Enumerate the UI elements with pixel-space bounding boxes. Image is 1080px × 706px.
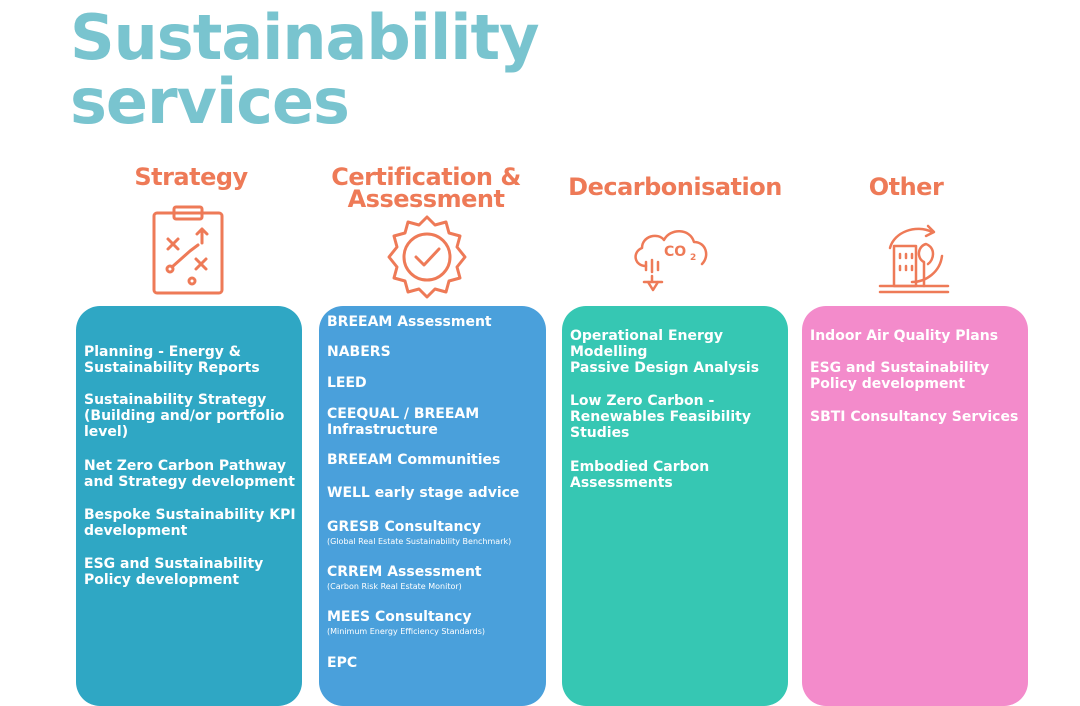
cert-item-crrem-sub: (Carbon Risk Real Estate Monitor) xyxy=(327,582,462,591)
strategy-item-sustainability-strategy: Sustainability Strategy (Building and/or… xyxy=(84,392,285,440)
cert-item-gresb-sub: (Global Real Estate Sustainability Bench… xyxy=(327,537,512,546)
heading-other: Other xyxy=(868,173,944,201)
strategy-item-net-zero: Net Zero Carbon Pathway and Strategy dev… xyxy=(84,458,295,490)
strategy-item-planning: Planning - Energy & Sustainability Repor… xyxy=(84,344,260,376)
strategy-card: Planning - Energy & Sustainability Repor… xyxy=(76,306,302,706)
page-title-line2: services xyxy=(70,65,350,138)
cert-item-mees-sub: (Minimum Energy Efficiency Standards) xyxy=(327,627,486,636)
certification-card: BREEAM Assessment NABERS LEED CEEQUAL / … xyxy=(319,306,546,706)
co2-cloud-icon: CO 2 xyxy=(628,226,712,296)
clipboard-strategy-icon xyxy=(150,205,226,297)
cert-item-mees-label: MEES Consultancy xyxy=(327,609,472,625)
certification-badge-icon xyxy=(384,214,470,300)
cert-item-epc: EPC xyxy=(327,655,358,671)
heading-certification-line1: Certification & xyxy=(331,163,521,191)
page-title-line1: Sustainability xyxy=(70,1,540,74)
cert-item-ceequal: CEEQUAL / BREEAM Infrastructure xyxy=(327,406,480,438)
cert-item-mees: MEES Consultancy (Minimum Energy Efficie… xyxy=(327,609,542,637)
decarbonisation-card: Operational Energy Modelling Passive Des… xyxy=(562,306,788,706)
cert-item-well: WELL early stage advice xyxy=(327,485,520,501)
decarb-item-passive: Passive Design Analysis xyxy=(570,360,760,376)
decarb-item-embodied: Embodied Carbon Assessments xyxy=(570,459,710,491)
other-item-esg: ESG and Sustainability Policy developmen… xyxy=(810,360,990,392)
svg-text:CO: CO xyxy=(664,244,686,260)
strategy-item-kpi: Bespoke Sustainability KPI development xyxy=(84,507,296,539)
heading-strategy: Strategy xyxy=(134,163,248,191)
heading-decarbonisation: Decarbonisation xyxy=(568,173,782,201)
other-item-sbti: SBTI Consultancy Services xyxy=(810,409,1019,425)
page-title: Sustainability services xyxy=(70,1,540,138)
cert-item-nabers: NABERS xyxy=(327,344,391,360)
cert-item-breeam-communities: BREEAM Communities xyxy=(327,452,501,468)
decarb-item-operational: Operational Energy Modelling xyxy=(570,328,724,360)
cert-item-leed: LEED xyxy=(327,375,367,391)
cert-item-gresb-label: GRESB Consultancy xyxy=(327,519,481,535)
other-card: Indoor Air Quality Plans ESG and Sustain… xyxy=(802,306,1028,706)
cert-item-crrem: CRREM Assessment (Carbon Risk Real Estat… xyxy=(327,564,542,592)
heading-certification: Certification & Assessment xyxy=(326,163,526,213)
other-item-iaq: Indoor Air Quality Plans xyxy=(810,328,999,344)
strategy-item-esg: ESG and Sustainability Policy developmen… xyxy=(84,556,264,588)
cert-item-crrem-label: CRREM Assessment xyxy=(327,564,482,580)
heading-certification-line2: Assessment xyxy=(347,185,505,213)
decarb-item-low-zero-carbon: Low Zero Carbon - Renewables Feasibility… xyxy=(570,393,751,441)
green-building-icon xyxy=(876,222,952,296)
cert-item-breeam: BREEAM Assessment xyxy=(327,314,492,330)
cert-item-gresb: GRESB Consultancy (Global Real Estate Su… xyxy=(327,519,542,547)
svg-text:2: 2 xyxy=(690,253,696,263)
